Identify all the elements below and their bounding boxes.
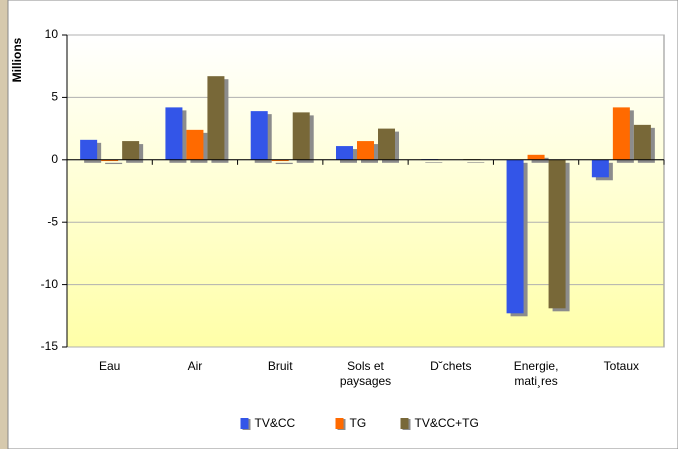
bar — [207, 76, 225, 160]
bar — [101, 159, 119, 162]
y-tick-label: 5 — [51, 90, 58, 104]
plot-area — [66, 34, 665, 348]
bar — [336, 146, 353, 160]
bar — [357, 141, 374, 160]
y-tick-label: 0 — [51, 152, 58, 166]
bar — [186, 129, 204, 160]
x-tick-label: Eau — [99, 359, 120, 373]
bar — [591, 159, 609, 178]
legend-swatch — [335, 418, 344, 429]
y-axis-label: Millions — [10, 37, 24, 82]
x-tick-label: Sols et paysages — [340, 359, 391, 388]
bar-shadow — [531, 157, 549, 163]
bar — [165, 107, 183, 160]
legend-swatch — [400, 418, 409, 429]
bar — [271, 159, 289, 162]
bar-shadow — [105, 162, 123, 165]
y-tick-label: 10 — [45, 27, 59, 41]
bar — [250, 111, 268, 160]
y-tick-label: -15 — [41, 339, 59, 353]
bar — [122, 141, 140, 160]
x-tick-label: D˘chets — [430, 359, 471, 373]
x-tick-label: Totaux — [604, 359, 639, 373]
bar — [548, 159, 566, 309]
bar — [633, 124, 651, 160]
x-tick-label: Energie, mati¸res — [514, 359, 559, 388]
bar — [612, 107, 630, 160]
legend-label: TV&CC — [255, 416, 296, 430]
bar-shadow — [275, 162, 293, 165]
bar — [506, 159, 524, 314]
legend-label: TG — [350, 416, 367, 430]
bar — [292, 112, 310, 160]
bar-shadow — [425, 162, 443, 163]
y-tick-label: -10 — [41, 277, 59, 291]
bar — [378, 128, 395, 160]
x-tick-label: Bruit — [268, 359, 293, 373]
bar — [527, 154, 545, 160]
x-tick-label: Air — [188, 359, 203, 373]
bar — [80, 139, 98, 160]
legend-swatch — [240, 418, 249, 429]
bar-shadow — [467, 162, 485, 163]
y-tick-label: -5 — [47, 214, 58, 228]
legend-label: TV&CC+TG — [415, 416, 479, 430]
